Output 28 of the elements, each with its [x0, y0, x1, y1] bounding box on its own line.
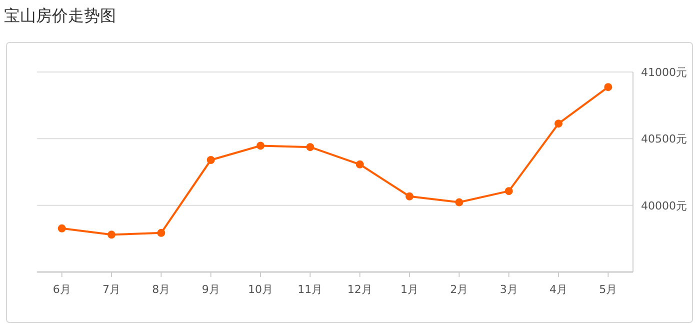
x-tick-label: 2月 [450, 283, 468, 296]
x-tick-label: 11月 [298, 283, 323, 296]
x-tick-label: 3月 [500, 283, 518, 296]
x-tick-label: 6月 [52, 283, 71, 296]
point [554, 120, 562, 128]
point [58, 224, 66, 232]
y-tick-label: 40500元 [641, 132, 687, 146]
x-tick-label: 10月 [248, 283, 273, 296]
point [157, 228, 166, 237]
x-tick-label: 7月 [102, 283, 120, 296]
y-tick-label: 40000元 [641, 199, 687, 212]
point [256, 142, 264, 150]
x-tick-label: 5月 [599, 283, 618, 296]
point [108, 230, 116, 239]
x-tick-label: 12月 [347, 283, 372, 296]
x-tick-label: 4月 [550, 283, 568, 296]
chart-title: 宝山房价走势图 [4, 6, 116, 25]
point [356, 160, 364, 168]
point [406, 192, 414, 200]
point [504, 187, 513, 196]
point [455, 198, 464, 206]
x-tick-label: 1月 [400, 283, 418, 296]
x-tick-label: 9月 [202, 283, 220, 296]
y-tick-label: 41000元 [641, 66, 687, 79]
x-tick-label: 8月 [152, 283, 170, 296]
point [306, 143, 314, 152]
point [206, 156, 215, 164]
point [604, 83, 612, 92]
